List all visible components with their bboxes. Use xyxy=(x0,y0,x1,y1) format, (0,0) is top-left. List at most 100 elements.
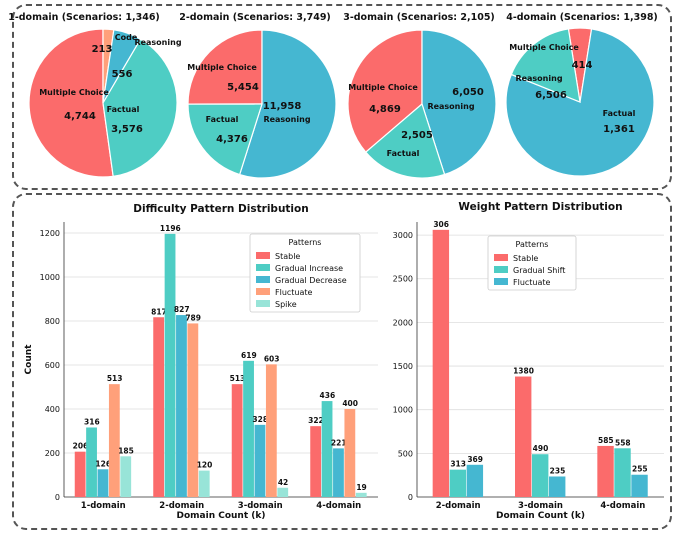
y-tick-label: 200 xyxy=(45,449,60,458)
bar-value-label: 558 xyxy=(615,438,631,447)
bar-chart-title: Difficulty Pattern Distribution xyxy=(133,203,308,215)
legend-title: Patterns xyxy=(289,238,322,247)
x-tick-label: 3-domain xyxy=(238,501,283,511)
bar xyxy=(277,487,289,497)
y-tick-label: 2500 xyxy=(393,275,413,284)
x-tick-label: 4-domain xyxy=(316,501,361,511)
bar-value-label: 369 xyxy=(467,455,483,464)
bar xyxy=(243,360,254,497)
pie-slice-label: Factual xyxy=(206,115,239,124)
pie-slice-label: Reasoning xyxy=(263,115,310,124)
pie-slice-value: 11,958 xyxy=(263,101,302,112)
y-tick-label: 400 xyxy=(45,405,60,414)
pie-slice xyxy=(510,28,581,103)
y-tick-label: 1200 xyxy=(40,229,60,238)
bar xyxy=(532,454,549,497)
bar xyxy=(321,401,333,497)
legend-title: Patterns xyxy=(516,240,549,249)
pie-slice-value: 4,869 xyxy=(369,104,401,115)
bar-value-label: 603 xyxy=(264,354,280,363)
pie-slice-value: 414 xyxy=(572,60,593,71)
pie-slice-value: 556 xyxy=(112,69,133,80)
y-tick-label: 0 xyxy=(55,493,60,502)
legend-label: Fluctuate xyxy=(513,278,551,287)
pie-slice xyxy=(364,102,446,179)
bar xyxy=(153,317,165,497)
pie-slice-value: 6,050 xyxy=(452,87,484,98)
pie-slice-label: Factual xyxy=(603,109,636,118)
bar xyxy=(254,424,266,497)
pie-slice xyxy=(187,29,263,105)
bar-value-label: 328 xyxy=(252,415,268,424)
pie-panel-frame xyxy=(12,4,672,190)
bar xyxy=(310,426,322,497)
bar xyxy=(108,384,120,497)
bar xyxy=(97,469,109,497)
pie-slice-label: Multiple Choice xyxy=(187,63,257,72)
y-tick-label: 2000 xyxy=(393,318,413,327)
y-tick-label: 500 xyxy=(398,449,413,458)
bar-value-label: 400 xyxy=(342,399,358,408)
x-tick-label: 2-domain xyxy=(436,501,481,511)
pie-slice-value: 213 xyxy=(92,44,113,55)
bar xyxy=(449,469,467,497)
pie-slice-value: 2,505 xyxy=(401,130,433,141)
y-tick-label: 1000 xyxy=(393,406,413,415)
bar-value-label: 585 xyxy=(598,436,614,445)
bar-value-label: 120 xyxy=(197,461,213,470)
bar xyxy=(614,448,631,497)
bar xyxy=(631,474,648,497)
pie-slice-label: Factual xyxy=(107,105,140,114)
bar-chart-title: Weight Pattern Distribution xyxy=(458,201,622,213)
bar-value-label: 322 xyxy=(308,416,324,425)
legend-swatch xyxy=(494,254,508,261)
bar-value-label: 513 xyxy=(107,374,123,383)
pie-slice-label: Multiple Choice xyxy=(39,88,109,97)
pie-slice xyxy=(347,29,423,153)
pie-slice-value: 4,744 xyxy=(64,111,96,122)
bar xyxy=(74,451,86,497)
bar-value-label: 1380 xyxy=(513,367,534,376)
pie-slice-label: Factual xyxy=(387,149,420,158)
legend-label: Stable xyxy=(513,254,538,263)
bar-value-label: 619 xyxy=(241,351,257,360)
pie-slice xyxy=(102,38,178,177)
pie-slice-label: Code xyxy=(115,33,138,42)
bar-value-label: 42 xyxy=(278,478,288,487)
x-tick-label: 3-domain xyxy=(518,501,563,511)
x-tick-label: 4-domain xyxy=(600,501,645,511)
legend-swatch xyxy=(256,264,270,271)
y-tick-label: 800 xyxy=(45,317,60,326)
pie-slice-label: Multiple Choice xyxy=(509,43,579,52)
bar xyxy=(198,470,210,497)
bar-value-label: 1196 xyxy=(160,224,181,233)
y-tick-label: 1500 xyxy=(393,362,413,371)
legend-label: Fluctuate xyxy=(275,288,313,297)
bar xyxy=(333,448,344,497)
y-tick-label: 1000 xyxy=(40,273,60,282)
bar xyxy=(549,476,566,497)
bar-value-label: 827 xyxy=(174,305,190,314)
pie-slice-value: 6,506 xyxy=(535,90,567,101)
legend-swatch xyxy=(494,266,508,273)
bar xyxy=(432,229,450,498)
bar-value-label: 206 xyxy=(73,442,89,451)
bar-value-label: 316 xyxy=(84,417,100,426)
bar-value-label: 221 xyxy=(331,438,347,447)
bar-value-label: 306 xyxy=(433,220,449,229)
pie-title: 3-domain (Scenarios: 2,105) xyxy=(343,12,495,23)
legend-box xyxy=(487,235,577,291)
bar xyxy=(344,409,356,497)
bar-value-label: 255 xyxy=(632,465,648,474)
bar xyxy=(164,233,176,497)
pie-slice-value: 5,454 xyxy=(227,82,259,93)
pie-slice-label: Reasoning xyxy=(427,102,474,111)
bar-value-label: 817 xyxy=(151,307,167,316)
x-axis-label: Domain Count (k) xyxy=(496,511,585,521)
pie-title: 4-domain (Scenarios: 1,398) xyxy=(506,12,658,23)
bar-value-label: 126 xyxy=(95,459,111,468)
bar-value-label: 436 xyxy=(320,391,336,400)
legend-swatch xyxy=(256,252,270,259)
legend-swatch xyxy=(256,300,270,307)
